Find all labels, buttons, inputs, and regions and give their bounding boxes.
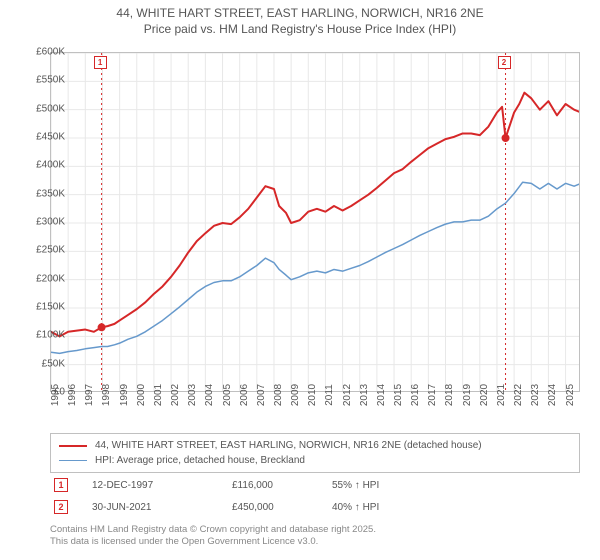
annotation-row: 1 12-DEC-1997£116,00055% ↑ HPI [50, 474, 580, 496]
x-tick-label: 2015 [393, 384, 404, 406]
annotation-row: 2 30-JUN-2021£450,00040% ↑ HPI [50, 496, 580, 518]
plot-marker-2: 2 [498, 56, 511, 69]
y-tick-label: £600K [20, 47, 65, 58]
x-tick-label: 2003 [187, 384, 198, 406]
x-tick-label: 2022 [513, 384, 524, 406]
annotation-marker: 2 [54, 500, 68, 514]
chart-container: 44, WHITE HART STREET, EAST HARLING, NOR… [0, 0, 600, 560]
y-tick-label: £200K [20, 273, 65, 284]
annotation-date: 12-DEC-1997 [92, 480, 232, 491]
annotation-price: £116,000 [232, 480, 332, 491]
y-tick-label: £300K [20, 217, 65, 228]
legend-swatch-price [59, 445, 87, 447]
x-tick-label: 2013 [359, 384, 370, 406]
y-tick-label: £350K [20, 188, 65, 199]
annotation-table: 1 12-DEC-1997£116,00055% ↑ HPI 2 30-JUN-202… [50, 474, 580, 518]
x-tick-label: 2000 [136, 384, 147, 406]
y-tick-label: £150K [20, 302, 65, 313]
x-tick-label: 2009 [290, 384, 301, 406]
annotation-marker: 1 [54, 478, 68, 492]
legend-box: 44, WHITE HART STREET, EAST HARLING, NOR… [50, 433, 580, 473]
x-tick-label: 2021 [496, 384, 507, 406]
x-tick-label: 2016 [410, 384, 421, 406]
legend-swatch-hpi [59, 460, 87, 462]
x-tick-label: 1998 [101, 384, 112, 406]
y-tick-label: £500K [20, 103, 65, 114]
x-tick-label: 2012 [342, 384, 353, 406]
y-tick-label: £550K [20, 75, 65, 86]
x-tick-label: 1999 [119, 384, 130, 406]
x-tick-label: 2011 [324, 384, 335, 406]
legend-row-hpi: HPI: Average price, detached house, Brec… [59, 453, 571, 468]
x-tick-label: 2023 [530, 384, 541, 406]
plot-svg [50, 52, 580, 392]
footer-line1: Contains HM Land Registry data © Crown c… [50, 524, 376, 535]
x-tick-label: 2007 [256, 384, 267, 406]
x-tick-label: 2002 [170, 384, 181, 406]
x-tick-label: 2020 [479, 384, 490, 406]
annotation-date: 30-JUN-2021 [92, 502, 232, 513]
y-tick-label: £250K [20, 245, 65, 256]
annotation-price: £450,000 [232, 502, 332, 513]
x-tick-label: 2025 [565, 384, 576, 406]
annotation-pct: 55% ↑ HPI [332, 480, 432, 491]
y-tick-label: £100K [20, 330, 65, 341]
plot-marker-1: 1 [94, 56, 107, 69]
x-tick-label: 1995 [50, 384, 61, 406]
x-tick-label: 2017 [427, 384, 438, 406]
x-tick-label: 2001 [153, 384, 164, 406]
x-tick-label: 2010 [307, 384, 318, 406]
title-subtitle: Price paid vs. HM Land Registry's House … [144, 22, 456, 36]
annotation-pct: 40% ↑ HPI [332, 502, 432, 513]
legend-label-hpi: HPI: Average price, detached house, Brec… [95, 455, 305, 466]
legend-row-price: 44, WHITE HART STREET, EAST HARLING, NOR… [59, 438, 571, 453]
footer-text: Contains HM Land Registry data © Crown c… [50, 524, 580, 549]
y-tick-label: £450K [20, 132, 65, 143]
x-tick-label: 2008 [273, 384, 284, 406]
chart-title: 44, WHITE HART STREET, EAST HARLING, NOR… [0, 0, 600, 37]
footer-line2: This data is licensed under the Open Gov… [50, 536, 318, 547]
x-tick-label: 2004 [204, 384, 215, 406]
x-tick-label: 1996 [67, 384, 78, 406]
legend-label-price: 44, WHITE HART STREET, EAST HARLING, NOR… [95, 440, 482, 451]
x-tick-label: 2024 [547, 384, 558, 406]
y-tick-label: £400K [20, 160, 65, 171]
y-tick-label: £50K [20, 358, 65, 369]
x-tick-label: 2018 [444, 384, 455, 406]
title-address: 44, WHITE HART STREET, EAST HARLING, NOR… [116, 6, 483, 20]
x-tick-label: 1997 [84, 384, 95, 406]
x-tick-label: 2014 [376, 384, 387, 406]
chart-area: 12 [50, 52, 580, 392]
x-tick-label: 2019 [462, 384, 473, 406]
x-tick-label: 2005 [222, 384, 233, 406]
x-tick-label: 2006 [239, 384, 250, 406]
